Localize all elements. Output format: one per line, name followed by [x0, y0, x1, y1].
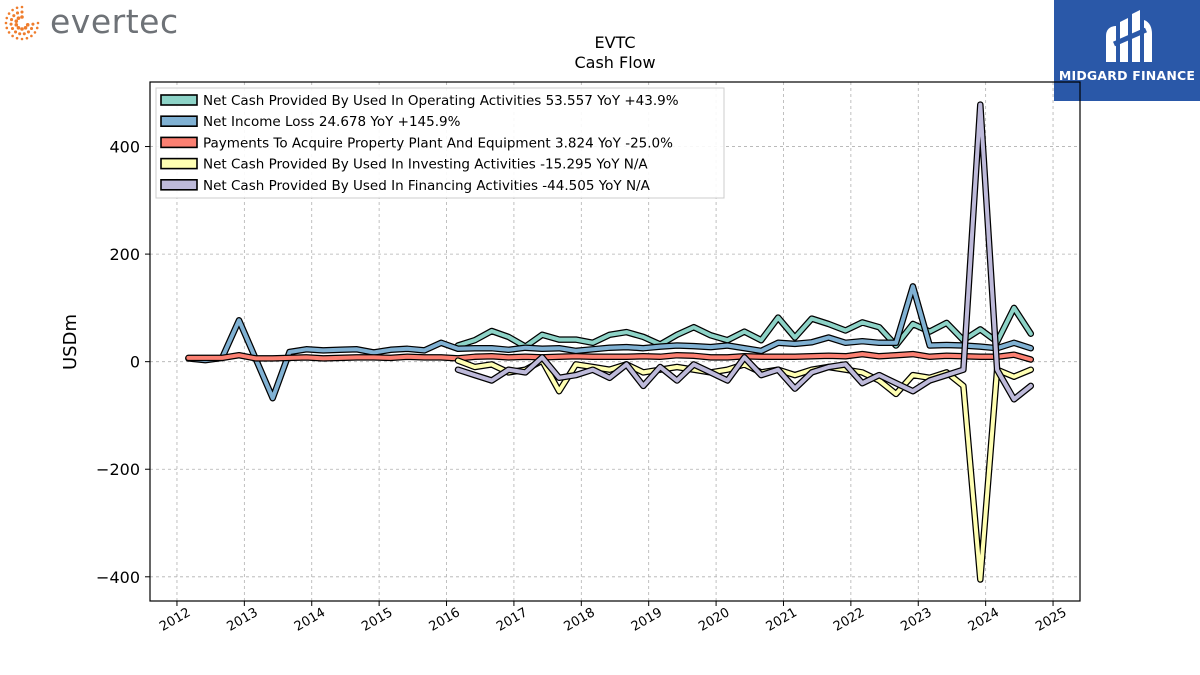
- x-tick-label: 2022: [831, 605, 867, 635]
- logo-dot: [11, 34, 14, 38]
- logo-dot: [15, 11, 20, 15]
- logo-dot: [16, 26, 21, 30]
- logo-dot: [10, 26, 15, 31]
- x-tick-label: 2017: [494, 605, 530, 635]
- legend: Net Cash Provided By Used In Operating A…: [155, 87, 725, 199]
- chart-title: EVTC: [594, 33, 635, 52]
- logo-dot: [15, 6, 19, 10]
- logo-dot: [5, 16, 9, 20]
- y-tick-label: −200: [96, 460, 140, 479]
- x-tick-label: 2015: [359, 605, 395, 635]
- logo-dot: [36, 21, 40, 25]
- legend-label: Net Cash Provided By Used In Operating A…: [203, 93, 679, 109]
- logo-dot: [20, 15, 24, 19]
- x-tick-label: 2013: [225, 605, 261, 635]
- legend-box: [155, 87, 725, 199]
- legend-swatch: [160, 136, 198, 149]
- logo-dot: [20, 5, 24, 9]
- plot-frame: [149, 81, 1081, 602]
- series-line-net-income-loss: [186, 284, 1033, 401]
- logo-dot: [20, 10, 24, 14]
- x-tick-label: 2014: [292, 605, 328, 635]
- logo-dot: [4, 21, 8, 25]
- logo-dot: [22, 32, 26, 36]
- series-line-net-cash-provided-by-used-in-financing-activities: [456, 102, 1033, 402]
- legend-swatch: [160, 94, 198, 106]
- y-tick-label: 400: [109, 138, 140, 157]
- logo-dot: [33, 31, 37, 34]
- chart-subtitle: Cash Flow: [574, 53, 655, 72]
- logo-dot: [13, 30, 18, 34]
- legend-swatch: [160, 115, 198, 127]
- logo-dot: [25, 36, 29, 40]
- legend-label: Net Cash Provided By Used In Investing A…: [203, 157, 648, 173]
- logo-dot: [11, 8, 14, 12]
- legend-label: Net Cash Provided By Used In Financing A…: [203, 178, 651, 194]
- series-outline-net-cash-provided-by-used-in-operating-activities: [454, 304, 1035, 350]
- y-tick-label: 200: [109, 245, 140, 264]
- y-axis-label: USDm: [60, 314, 81, 370]
- logo-dot: [12, 14, 16, 18]
- x-tick-label: 2018: [561, 605, 597, 635]
- logo-dot: [18, 32, 22, 36]
- logo-dot: [9, 18, 14, 22]
- logo-dot: [5, 26, 9, 30]
- series-outline-net-cash-provided-by-used-in-investing-activities: [454, 357, 1035, 583]
- logo-dot: [14, 23, 19, 27]
- series-lines: [185, 101, 1035, 583]
- legend-label: Payments To Acquire Property Plant And E…: [203, 135, 673, 151]
- logo-dot: [30, 34, 33, 38]
- logo-dot: [15, 36, 19, 40]
- evertec-wordmark: evertec: [50, 2, 179, 41]
- y-tick-label: −400: [96, 568, 140, 587]
- logo-dot: [9, 22, 13, 26]
- x-tick-label: 2025: [1033, 605, 1069, 635]
- logo-dot: [29, 26, 34, 31]
- x-tick-label: 2012: [157, 605, 193, 635]
- logo-dot: [25, 23, 30, 27]
- logo-dot: [20, 37, 24, 41]
- logo-dot: [31, 22, 35, 26]
- legend-swatch: [160, 179, 198, 191]
- logo-dot: [14, 19, 19, 23]
- legend-swatch: [160, 157, 198, 170]
- x-tick-label: 2021: [764, 605, 800, 635]
- midgard-emblem-icon: [1106, 10, 1152, 62]
- evertec-logo: evertec: [0, 0, 200, 48]
- series-line-net-cash-provided-by-used-in-operating-activities: [456, 305, 1033, 349]
- logo-dot: [23, 26, 28, 30]
- logo-dot: [20, 27, 24, 31]
- y-tick-label: 0: [130, 353, 140, 372]
- midgard-brand-text: MIDGARD FINANCE: [1058, 68, 1196, 83]
- x-tick-label: 2019: [629, 605, 665, 635]
- x-tick-label: 2024: [966, 605, 1002, 635]
- x-tick-label: 2020: [696, 605, 732, 635]
- series-line-net-cash-provided-by-used-in-investing-activities: [456, 358, 1033, 582]
- logo-dot: [7, 31, 11, 34]
- midgard-finance-logo: MIDGARD FINANCE: [1054, 0, 1200, 101]
- x-tick-label: 2016: [427, 605, 463, 635]
- evertec-dots-icon: [4, 5, 40, 41]
- legend-label: Net Income Loss 24.678 YoY +145.9%: [203, 114, 461, 130]
- logo-dot: [35, 26, 39, 30]
- logo-dot: [26, 30, 31, 34]
- x-tick-label: 2023: [898, 605, 934, 635]
- series-line-payments-to-acquire-property-plant-and-equipment: [186, 352, 1033, 362]
- logo-dot: [7, 12, 11, 15]
- logo-dot: [16, 16, 21, 20]
